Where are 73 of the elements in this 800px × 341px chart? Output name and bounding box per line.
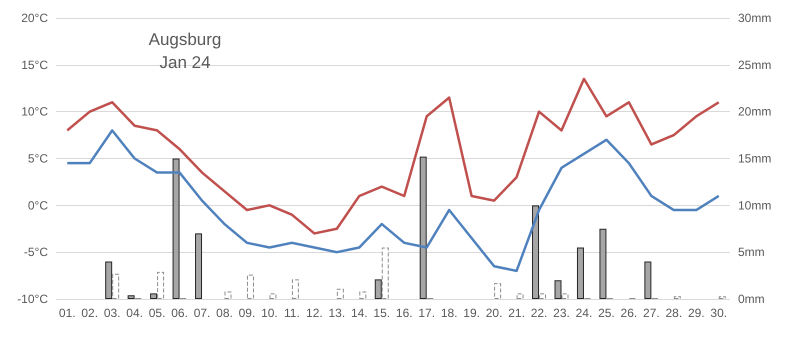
x-tick-label: 23. xyxy=(553,306,570,320)
x-tick-label: 07. xyxy=(194,306,210,320)
bar xyxy=(374,279,382,299)
bar xyxy=(599,228,606,299)
bar xyxy=(359,292,366,299)
y-tick-label: -5°C xyxy=(24,245,48,260)
y-tick-label: 10°C xyxy=(21,104,48,119)
bar xyxy=(195,233,202,299)
x-tick-label: 02. xyxy=(81,306,98,320)
x-tick-label: 05. xyxy=(148,306,166,320)
x-tick-label: 22. xyxy=(530,306,548,320)
x-tick-label: 12. xyxy=(306,306,323,320)
y-tick-label: 5°C xyxy=(28,152,48,166)
x-tick-label: 20. xyxy=(486,306,502,320)
y2-tick-label: 0mm xyxy=(738,292,765,306)
bar xyxy=(532,205,540,299)
bar xyxy=(562,293,568,299)
bar xyxy=(494,283,502,299)
bar xyxy=(128,295,135,299)
bar xyxy=(246,274,254,299)
x-tick-label: 24. xyxy=(576,306,592,320)
bar xyxy=(420,156,427,299)
x-tick-label: 19. xyxy=(463,306,480,320)
x-tick-label: 03. xyxy=(104,306,121,320)
bar xyxy=(269,293,276,299)
y2-tick-label: 5mm xyxy=(738,245,765,260)
bar xyxy=(516,293,524,299)
x-tick-label: 29. xyxy=(688,306,705,320)
x-tick-label: 18. xyxy=(440,306,458,320)
x-tick-label: 13. xyxy=(328,306,346,320)
x-tick-label: 11. xyxy=(284,306,300,320)
x-tick-label: 04. xyxy=(126,306,143,320)
x-tick-label: 10. xyxy=(261,306,278,320)
x-tick-label: 17. xyxy=(418,306,436,320)
text: Augsburg xyxy=(148,30,222,49)
y2-tick-label: 10mm xyxy=(738,198,772,212)
bar xyxy=(336,288,344,299)
y2-tick-label: 30mm xyxy=(738,11,772,25)
x-tick-label: 09. xyxy=(238,306,256,320)
x-tick-label: 08. xyxy=(216,306,233,320)
line-series xyxy=(66,129,720,272)
x-tick-label: 15. xyxy=(373,306,390,320)
y-tick-label: 20°C xyxy=(21,11,48,25)
y2-tick-label: 15mm xyxy=(738,152,772,166)
bar xyxy=(112,274,120,299)
y2-tick-label: 20mm xyxy=(738,104,772,119)
x-tick-label: 28. xyxy=(665,306,682,320)
x-tick-label: 01. xyxy=(58,306,76,320)
bar xyxy=(172,158,180,299)
bar xyxy=(105,262,112,299)
bar xyxy=(157,272,164,299)
x-tick-label: 14. xyxy=(350,306,368,320)
bar xyxy=(150,293,158,299)
y-tick-label: 15°C xyxy=(21,58,48,72)
bar xyxy=(292,279,299,299)
bar xyxy=(644,262,652,299)
bar xyxy=(576,247,584,299)
y-tick-label: -10°C xyxy=(17,292,48,306)
x-tick-label: 06. xyxy=(171,306,188,320)
bar xyxy=(224,292,232,299)
x-tick-label: 26. xyxy=(620,306,638,320)
x-tick-label: 27. xyxy=(643,306,660,320)
x-tick-label: 21. xyxy=(508,306,525,320)
y2-tick-label: 25mm xyxy=(738,58,772,72)
text: Jan 24 xyxy=(159,53,211,72)
x-tick-label: 16. xyxy=(396,306,413,320)
bar xyxy=(539,293,546,299)
y-tick-label: 0°C xyxy=(28,198,48,212)
line-series xyxy=(66,78,720,235)
x-tick-label: 30. xyxy=(710,306,728,320)
bar xyxy=(382,247,389,299)
bar xyxy=(554,280,562,299)
x-tick-label: 25. xyxy=(598,306,615,320)
